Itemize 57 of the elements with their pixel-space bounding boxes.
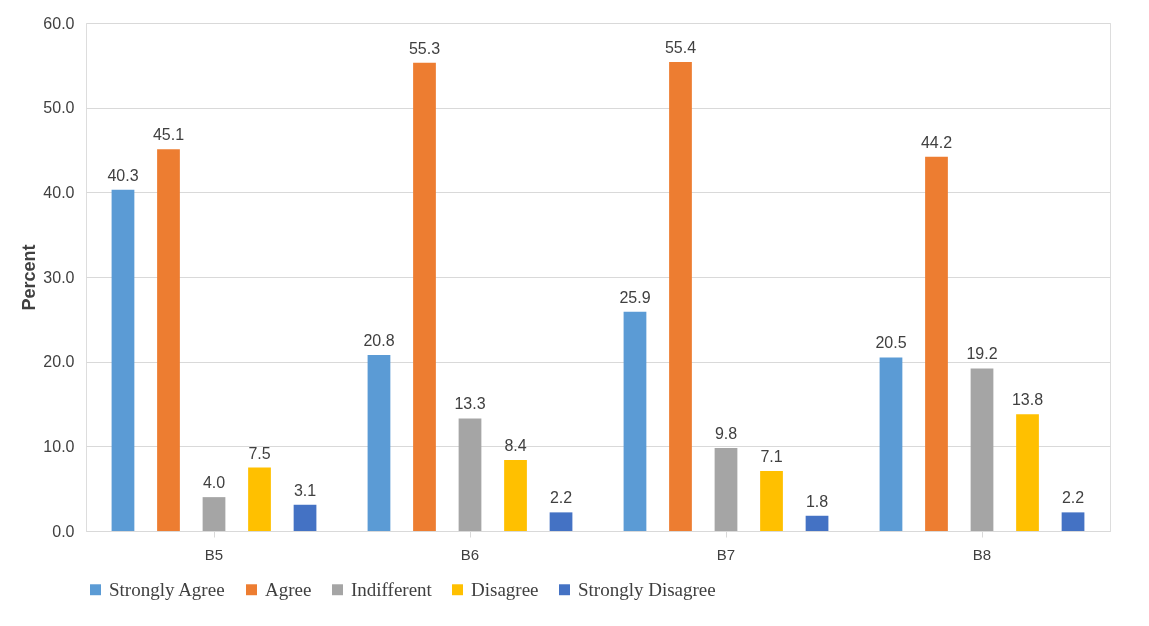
- data-label: 45.1: [152, 126, 185, 144]
- data-label: 25.9: [619, 288, 651, 306]
- bar: [504, 459, 527, 531]
- legend-label: Indifferent: [351, 578, 433, 600]
- bar: [458, 418, 482, 531]
- data-label: 44.2: [920, 133, 953, 151]
- legend-label: Agree: [265, 578, 312, 600]
- bar: [413, 62, 436, 531]
- x-tick-label: B6: [460, 545, 480, 563]
- y-axis-title: Percent: [19, 244, 40, 311]
- bar: [157, 149, 180, 531]
- bar: [805, 515, 829, 531]
- legend-label: Strongly Agree: [109, 578, 225, 600]
- data-label: 7.5: [248, 444, 271, 462]
- legend-label: Disagree: [471, 578, 539, 600]
- y-tick-label: 10.0: [43, 437, 75, 455]
- bar: [925, 156, 948, 531]
- y-tick-label: 30.0: [43, 268, 75, 286]
- data-label: 19.2: [966, 345, 998, 363]
- bar: [367, 354, 391, 531]
- data-label: 55.4: [664, 38, 697, 56]
- bar: [623, 311, 647, 531]
- data-label: 7.1: [760, 447, 783, 465]
- bar: [669, 61, 692, 531]
- bar: [760, 470, 783, 531]
- data-label: 9.8: [714, 425, 738, 443]
- bar: [293, 504, 317, 531]
- x-tick-label: B5: [204, 545, 224, 563]
- data-label: 4.0: [202, 474, 226, 492]
- data-label: 55.3: [408, 39, 441, 57]
- data-label: 2.2: [1061, 489, 1085, 507]
- y-tick-label: 40.0: [43, 183, 75, 201]
- data-label: 13.8: [1011, 391, 1044, 409]
- legend-label: Strongly Disagree: [578, 578, 716, 600]
- y-tick-label: 20.0: [43, 353, 75, 371]
- data-label: 8.4: [504, 436, 527, 454]
- data-label: 20.5: [875, 334, 907, 352]
- y-tick-label: 50.0: [43, 99, 75, 117]
- bar: [248, 467, 271, 531]
- y-tick-label: 0.0: [52, 522, 75, 540]
- data-label: 2.2: [549, 489, 573, 507]
- bar: [111, 189, 135, 531]
- data-label: 3.1: [293, 481, 317, 499]
- data-label: 1.8: [805, 492, 829, 510]
- bar: [1016, 414, 1039, 531]
- bar: [202, 497, 226, 531]
- y-tick-label: 60.0: [43, 14, 75, 32]
- x-tick-label: B7: [716, 545, 736, 563]
- data-label: 20.8: [363, 331, 395, 349]
- bar: [879, 357, 903, 531]
- data-label: 13.3: [454, 395, 486, 413]
- x-tick-label: B8: [972, 545, 992, 563]
- bar: [970, 368, 994, 531]
- bar: [1061, 512, 1085, 531]
- bar: [549, 512, 573, 531]
- data-label: 40.3: [107, 166, 139, 184]
- bar: [714, 448, 738, 531]
